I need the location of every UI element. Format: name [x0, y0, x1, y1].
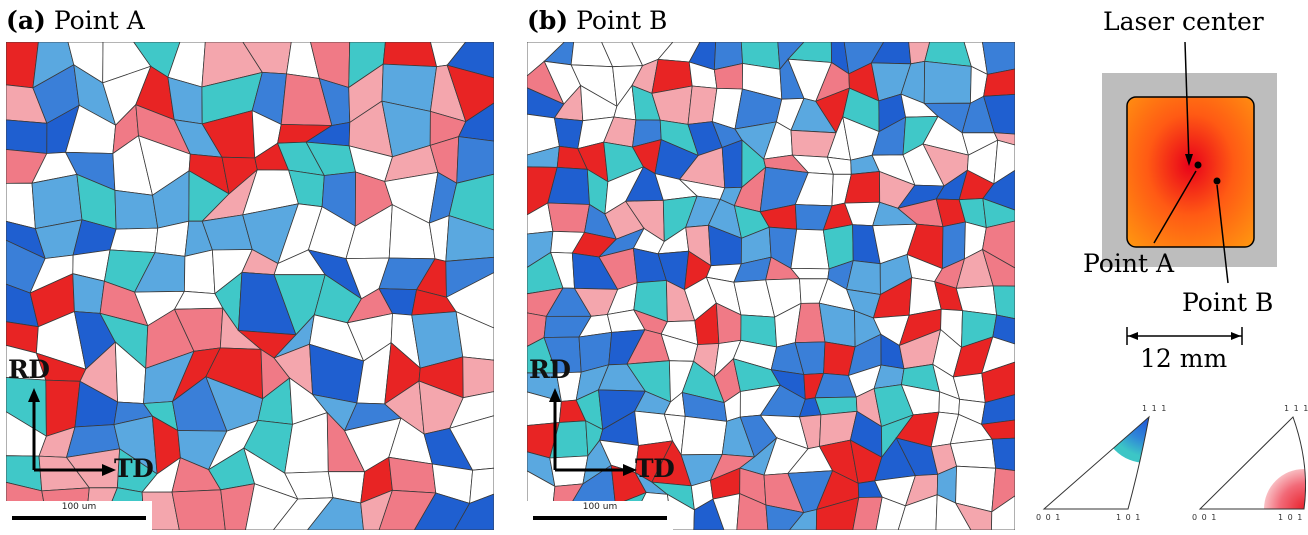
scale-bar-line-a	[12, 516, 146, 520]
panel-a-letter: (a)	[6, 6, 46, 35]
grain	[458, 102, 494, 142]
scale-bar-label-a: 100 um	[61, 502, 97, 512]
grain	[992, 285, 1015, 320]
laser-schematic	[1102, 41, 1277, 345]
grain	[456, 136, 494, 184]
grain	[736, 493, 769, 530]
grain	[446, 64, 494, 123]
grain	[245, 483, 299, 530]
grain	[788, 508, 818, 530]
grain	[981, 336, 1015, 374]
ipf-triangle-red	[1198, 416, 1306, 510]
rd-label-b: RD	[529, 355, 571, 384]
grain	[445, 215, 494, 262]
grain	[712, 493, 741, 530]
rd-td-axes-b	[549, 388, 637, 476]
rd-label-a: RD	[8, 355, 50, 384]
ipf2-right-label: 1 0 1	[1278, 513, 1304, 522]
grain	[449, 415, 494, 471]
grain	[991, 467, 1015, 513]
grain	[981, 42, 1015, 75]
grain	[693, 498, 725, 530]
grain	[983, 93, 1015, 135]
grain	[954, 502, 993, 530]
dimension-label: 12 mm	[1140, 344, 1228, 373]
grain	[815, 496, 860, 530]
td-label-b: TD	[635, 454, 675, 483]
grain	[897, 494, 938, 530]
grain	[448, 173, 494, 231]
grain	[445, 272, 494, 329]
grain	[875, 496, 906, 530]
point-a-leader	[1153, 170, 1197, 244]
grain	[171, 489, 226, 530]
grain	[272, 497, 334, 530]
grain	[981, 248, 1015, 287]
laser-heated-area	[1126, 96, 1255, 248]
grain	[982, 220, 1015, 269]
grain	[220, 483, 256, 530]
ipf2-left-label: 0 0 1	[1192, 513, 1218, 522]
laser-center-leader	[1184, 41, 1190, 164]
grain	[453, 493, 494, 530]
ebsd-map-point-a: RD TD 100 um	[6, 42, 494, 530]
grain	[982, 197, 1015, 229]
grain	[983, 68, 1015, 97]
ipf-triangle-blue	[1042, 415, 1150, 510]
grain	[992, 314, 1015, 345]
panel-b-name: Point B	[576, 6, 668, 35]
ipf2-top-label: 1 1 1	[1284, 404, 1308, 413]
grain	[448, 391, 494, 429]
laser-center-point	[1194, 161, 1202, 169]
ipf1-right-label: 1 0 1	[1116, 513, 1142, 522]
grain	[306, 497, 364, 530]
ebsd-grain-image-a	[6, 42, 494, 530]
grain	[413, 492, 471, 530]
panel-a-title: (a) Point A	[6, 6, 145, 36]
grain	[993, 139, 1015, 185]
scale-bar-b: 100 um	[527, 501, 673, 530]
grain	[991, 437, 1015, 472]
ipf1-top-label: 1 1 1	[1142, 404, 1168, 413]
grain	[360, 489, 394, 530]
grain	[378, 489, 437, 530]
rd-td-axes-a	[28, 388, 116, 476]
point-b-dot	[1213, 177, 1221, 185]
panel-b-letter: (b)	[527, 6, 569, 35]
grain	[991, 495, 1015, 530]
grain	[993, 132, 1015, 146]
ipf-legends	[1042, 415, 1306, 510]
grain	[455, 310, 494, 361]
grain	[935, 494, 972, 530]
grain	[852, 496, 883, 530]
point-a-label: Point A	[1083, 249, 1175, 278]
grain	[980, 419, 1015, 440]
grain	[981, 361, 1015, 404]
laser-center-label: Laser center	[1103, 7, 1264, 36]
point-b-leader	[1216, 184, 1229, 284]
grain	[446, 42, 494, 79]
panel-a-name: Point A	[53, 6, 145, 35]
grain	[462, 356, 494, 399]
grain	[981, 394, 1015, 425]
panel-b-title: (b) Point B	[527, 6, 667, 36]
td-label-a: TD	[114, 454, 154, 483]
scale-bar-a: 100 um	[6, 501, 152, 530]
grain	[982, 169, 1015, 211]
scale-bar-label-b: 100 um	[582, 502, 618, 512]
point-b-label: Point B	[1182, 288, 1274, 317]
ipf1-left-label: 0 0 1	[1036, 513, 1062, 522]
ebsd-map-point-b: RD TD 100 um	[527, 42, 1015, 530]
scale-bar-line-b	[533, 516, 667, 520]
grain	[469, 467, 494, 505]
grain	[445, 256, 494, 298]
